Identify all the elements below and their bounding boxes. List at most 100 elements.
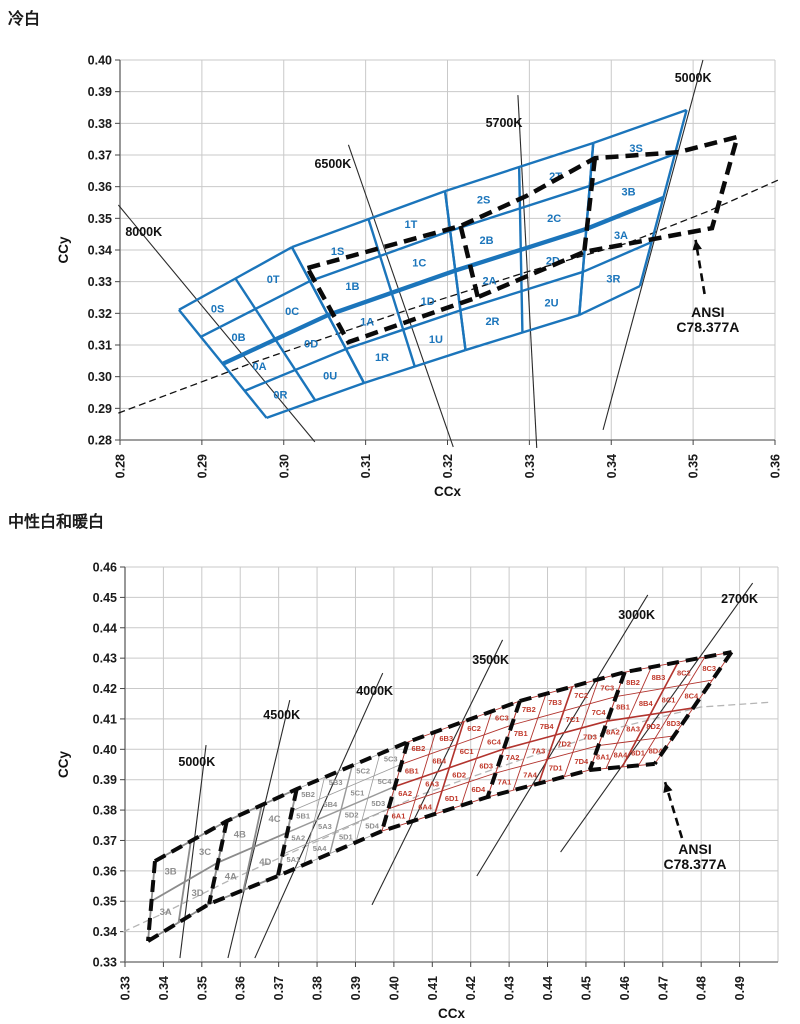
chart-title-cool-white: 冷白 (8, 11, 41, 28)
bin-cell-label-5D3: 5D3 (371, 799, 385, 808)
bin-cell-label-6B3: 6B3 (439, 734, 453, 743)
bin-cell-label-1C: 1C (412, 258, 426, 270)
bin-cell-label-7C3: 7C3 (600, 684, 614, 693)
bin-cell-label-3S: 3S (629, 143, 642, 155)
x-tick-label: 0.46 (618, 976, 632, 1000)
bin-cell-label-0C: 0C (285, 306, 299, 318)
x-tick-label: 0.28 (114, 454, 128, 478)
bin-group-3 (578, 108, 688, 317)
x-tick-label: 0.32 (441, 454, 455, 478)
y-tick-label: 0.36 (88, 180, 112, 194)
bin-cell-label-8A3: 8A3 (626, 725, 640, 734)
ansi-label-line: C78.377A (664, 856, 727, 872)
bin-cell-label-0T: 0T (267, 274, 280, 286)
x-tick-label: 0.44 (541, 976, 555, 1000)
x-tick-label: 0.41 (426, 976, 440, 1000)
cct-line-6500K (347, 144, 454, 448)
y-tick-label: 0.39 (88, 85, 112, 99)
bin-cell-label-7C4: 7C4 (592, 708, 607, 717)
axes: 0.33 0.34 0.35 0.36 0.37 0.38 0.39 0.40 0.41 0.42… (56, 561, 778, 1021)
axes: 0.28 0.29 0.30 0.31 0.32 0.33 0.34 0.35 0.36 0.28… (56, 54, 783, 500)
ansi-arrowhead (692, 239, 702, 251)
cct-lines: 5000K 4500K 4000K 3500K 3000K 2700K (178, 582, 758, 959)
cct-line-2700K (560, 582, 754, 853)
y-tick-label: 0.37 (93, 834, 117, 848)
bin-cell-label-0U: 0U (323, 371, 337, 383)
bin-cell-label-7D4: 7D4 (574, 757, 589, 766)
bin-cell-label-0A: 0A (252, 361, 266, 373)
x-tick-label: 0.31 (359, 454, 373, 478)
y-tick-label: 0.40 (93, 743, 117, 757)
x-tick-label: 0.35 (687, 454, 701, 478)
chart-title-neutral-warm-white: 中性白和暖白 (8, 514, 105, 531)
bin-cell-label-8A1: 8A1 (596, 752, 610, 761)
bin-cell-label-1U: 1U (429, 334, 443, 346)
y-tick-label: 0.35 (88, 212, 112, 226)
blackbody-locus-line (122, 701, 771, 933)
bin-cell-label-4A: 4A (225, 871, 237, 882)
y-tick-label: 0.30 (88, 370, 112, 384)
bin-cell-label-6B1: 6B1 (405, 766, 419, 775)
bin-cell-label-8D4: 8D4 (649, 747, 664, 756)
bin-cell-label-5A1: 5A1 (286, 855, 300, 864)
x-tick-label: 0.38 (311, 976, 325, 1000)
bin-cell-label-2S: 2S (477, 194, 490, 206)
bin-cell-label-6D3: 6D3 (479, 761, 493, 770)
cct-label-4500K: 4500K (263, 708, 300, 722)
x-tick-label: 0.37 (272, 976, 286, 1000)
bin-cell-label-6D2: 6D2 (452, 770, 466, 779)
bin-cell-label-3D: 3D (192, 888, 204, 899)
bin-cell-label-8C2: 8C2 (677, 669, 691, 678)
cct-label-3500K: 3500K (472, 653, 509, 667)
bin-cell-label-0S: 0S (211, 304, 224, 316)
y-tick-label: 0.31 (88, 339, 112, 353)
bin-cell-label-7A1: 7A1 (498, 777, 512, 786)
cct-line-5000K (179, 744, 207, 959)
bin-cell-label-0B: 0B (232, 332, 246, 344)
bin-cell-label-8B2: 8B2 (626, 678, 640, 687)
y-tick-label: 0.44 (93, 621, 117, 635)
cct-label-5000K: 5000K (178, 755, 215, 769)
ansi-label-line: C78.377A (676, 319, 739, 335)
cct-line-5700K (517, 95, 538, 448)
bin-cell-label-7B2: 7B2 (522, 705, 536, 714)
y-tick-label: 0.43 (93, 652, 117, 666)
x-tick-label: 0.29 (195, 454, 209, 478)
y-tick-label: 0.33 (88, 275, 112, 289)
bin-cell-label-6D1: 6D1 (445, 794, 459, 803)
bin-cell-label-5C2: 5C2 (356, 766, 370, 775)
bin-cell-label-2B: 2B (480, 235, 494, 247)
cct-line-3000K (476, 594, 649, 877)
blackbody-locus-line (118, 179, 779, 414)
bin-cell-label-8C1: 8C1 (662, 695, 676, 704)
ansi-label-line: ANSI (678, 841, 711, 857)
cct-line-4500K (227, 699, 291, 959)
cct-label-5000K: 5000K (675, 71, 712, 85)
y-tick-label: 0.41 (93, 712, 117, 726)
x-tick-label: 0.45 (579, 976, 593, 1000)
bin-cell-label-1D: 1D (421, 296, 435, 308)
x-tick-label: 0.36 (234, 976, 248, 1000)
bin-cell-label-3C: 3C (199, 847, 211, 858)
x-tick-label: 0.35 (195, 976, 209, 1000)
y-tick-label: 0.33 (93, 956, 117, 970)
x-tick-label: 0.49 (733, 976, 747, 1000)
y-tick-label: 0.35 (93, 895, 117, 909)
bin-cell-label-8D2: 8D2 (646, 722, 660, 731)
bin-cell-label-7B3: 7B3 (548, 698, 562, 707)
bin-cell-label-1R: 1R (375, 352, 389, 364)
bin-cell-label-8B3: 8B3 (652, 673, 666, 682)
y-tick-label: 0.37 (88, 149, 112, 163)
bin-cell-label-6A2: 6A2 (398, 789, 412, 798)
y-tick-label: 0.39 (93, 773, 117, 787)
bin-cell-label-5C4: 5C4 (378, 777, 393, 786)
y-tick-label: 0.38 (88, 117, 112, 131)
bin-cell-label-2A: 2A (482, 275, 496, 287)
cct-label-8000K: 8000K (125, 225, 162, 239)
bin-cell-label-5C3: 5C3 (384, 755, 398, 764)
x-tick-label: 0.43 (503, 976, 517, 1000)
bin-cell-label-8A2: 8A2 (606, 728, 620, 737)
x-tick-label: 0.34 (157, 976, 171, 1000)
